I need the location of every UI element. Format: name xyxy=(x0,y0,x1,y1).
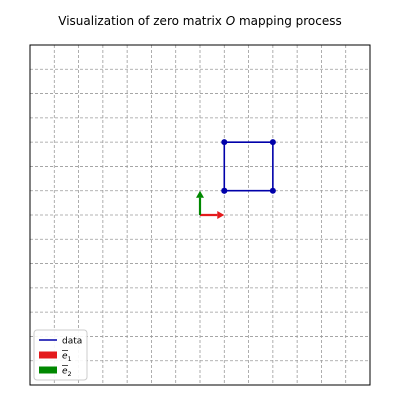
data-layer xyxy=(196,139,276,219)
data-point xyxy=(269,187,276,194)
legend-label: e1 xyxy=(62,352,72,364)
title-text-after: mapping process xyxy=(235,14,342,28)
title-text-before: Visualization of zero matrix xyxy=(58,14,225,28)
chart-title: Visualization of zero matrix O mapping p… xyxy=(58,14,341,28)
legend-label-text: data xyxy=(62,337,82,347)
e1-vector-head xyxy=(217,211,225,219)
legend-patch-swatch xyxy=(39,366,57,374)
legend-label: e2 xyxy=(62,367,72,379)
plot-area-frame xyxy=(29,44,371,386)
legend-label-text: e xyxy=(62,367,68,377)
legend-label-subscript: 2 xyxy=(68,370,72,378)
title-symbol: O xyxy=(226,14,235,28)
data-point xyxy=(221,139,228,146)
legend-label-text: e xyxy=(62,352,68,362)
legend-label-subscript: 1 xyxy=(68,355,72,363)
e2-vector-head xyxy=(196,190,204,198)
legend-label: data xyxy=(62,337,82,347)
legend-patch-swatch xyxy=(39,351,57,359)
data-point xyxy=(221,187,228,194)
data-point xyxy=(269,139,276,146)
